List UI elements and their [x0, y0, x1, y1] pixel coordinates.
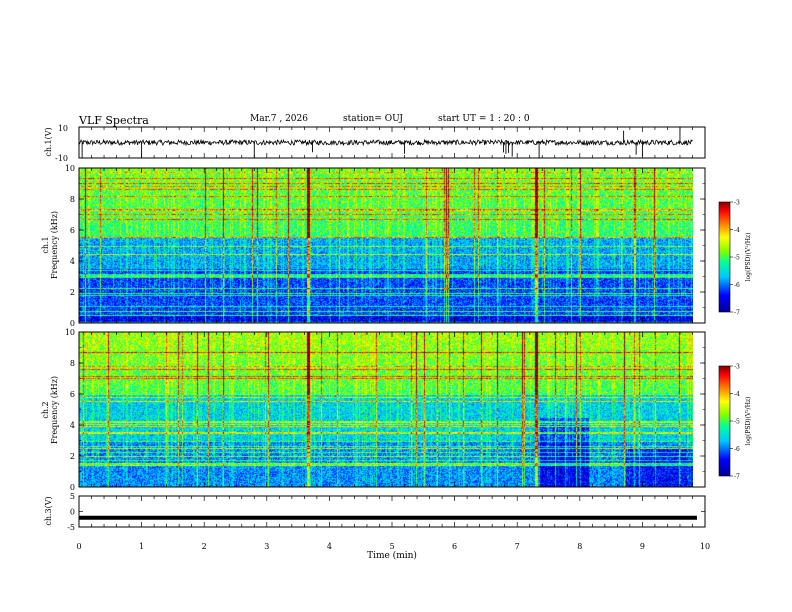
x-tick-label: 1 [139, 542, 144, 551]
ch1-waveform-ticks [78, 127, 706, 158]
ch1-waveform-line [78, 138, 693, 147]
y-tick-label: 4 [70, 421, 75, 430]
x-tick-label: 3 [264, 542, 269, 551]
colorbar-tick-label: -3 [734, 364, 740, 371]
ch1-spectrogram-yticks: 0 2 4 6 8 10 [65, 164, 705, 328]
ch2-spectrogram-ticks [78, 332, 706, 487]
y-tick-label: 10 [65, 164, 75, 173]
x-tick-label: 7 [515, 542, 520, 551]
ch1-ytick-bottom: -10 [55, 154, 68, 163]
x-tick-label: 9 [640, 542, 645, 551]
y-tick-label: 0 [70, 508, 75, 517]
y-tick-label: 6 [70, 226, 75, 235]
colorbar-tick-label: -6 [734, 446, 740, 453]
header-date: Mar.7 , 2026 [250, 114, 308, 124]
ch1-waveform-panel: 10 -10 ch.1(V) [44, 124, 706, 163]
y-tick-label: 4 [70, 257, 75, 266]
x-tick-label: 6 [452, 542, 457, 551]
ch3-waveform-panel: 5 0 -5 ch.3(V) 0 1 2 3 4 5 6 7 8 9 10 Time (min) [44, 492, 710, 561]
colorbar-tick-label: -5 [734, 255, 740, 262]
y-tick-label: 0 [70, 319, 75, 328]
colorbar-tick-label: -3 [734, 200, 740, 207]
y-tick-label: -5 [67, 523, 75, 532]
ch3-waveform-ticks [78, 496, 706, 527]
x-tick-label: 10 [700, 542, 710, 551]
ch1-spectrogram-ylabel-channel: ch.1 [41, 236, 50, 253]
y-tick-label: 10 [65, 328, 75, 337]
ch2-colorbar [718, 365, 731, 477]
chart-title: VLF Spectra [79, 114, 149, 127]
y-tick-label: 8 [70, 359, 75, 368]
colorbar-tick-label: -6 [734, 282, 740, 289]
ch2-spectrogram-yticks: 0 2 4 6 8 10 [65, 328, 705, 492]
y-tick-label: 6 [70, 390, 75, 399]
ch2-spectrogram-ylabel-channel: ch.2 [41, 401, 50, 418]
ch3-waveform-yticks: 5 0 -5 [67, 492, 705, 532]
y-tick-label: 2 [70, 452, 75, 461]
ch1-colorbar-label: log(PSD)(V²/Hz) [745, 233, 752, 282]
ch2-spectrogram-heatmap [79, 332, 693, 487]
y-tick-label: 8 [70, 195, 75, 204]
colorbar-tick-label: -4 [734, 227, 740, 234]
x-axis-label: Time (min) [367, 550, 417, 561]
ch1-ytick-top: 10 [58, 124, 68, 133]
colorbar-tick-label: -4 [734, 391, 740, 398]
y-tick-label: 2 [70, 288, 75, 297]
header-start-time: start UT = 1 : 20 : 0 [438, 114, 530, 124]
ch1-spectrogram-ylabel-frequency: Frequency (kHz) [50, 211, 59, 279]
header-station: station= OUJ [343, 114, 404, 124]
colorbar-tick-label: -7 [734, 474, 740, 481]
ch1-colorbar-ticks: -3 -4 -5 -6 -7 [730, 200, 740, 317]
y-tick-label: 5 [70, 492, 75, 501]
ch2-colorbar-label: log(PSD)(V²/Hz) [745, 397, 752, 446]
x-tick-label: 0 [76, 542, 81, 551]
x-tick-label: 5 [389, 542, 394, 551]
x-tick-label: 2 [202, 542, 207, 551]
x-axis-tick-labels: 0 1 2 3 4 5 6 7 8 9 10 [76, 542, 710, 551]
ch1-spectrogram-ticks [78, 168, 706, 323]
colorbar-tick-label: -5 [734, 419, 740, 426]
x-tick-label: 4 [327, 542, 332, 551]
ch1-spectrogram-heatmap [79, 168, 693, 323]
y-tick-label: 0 [70, 483, 75, 492]
ch1-waveform-ylabel: ch.1(V) [44, 127, 53, 156]
ch2-colorbar-ticks: -3 -4 -5 -6 -7 [730, 364, 740, 481]
x-tick-label: 8 [577, 542, 582, 551]
ch3-waveform-ylabel: ch.3(V) [44, 496, 53, 525]
ch2-spectrogram-ylabel-frequency: Frequency (kHz) [50, 376, 59, 444]
ch1-colorbar [718, 201, 731, 313]
colorbar-tick-label: -7 [734, 310, 740, 317]
